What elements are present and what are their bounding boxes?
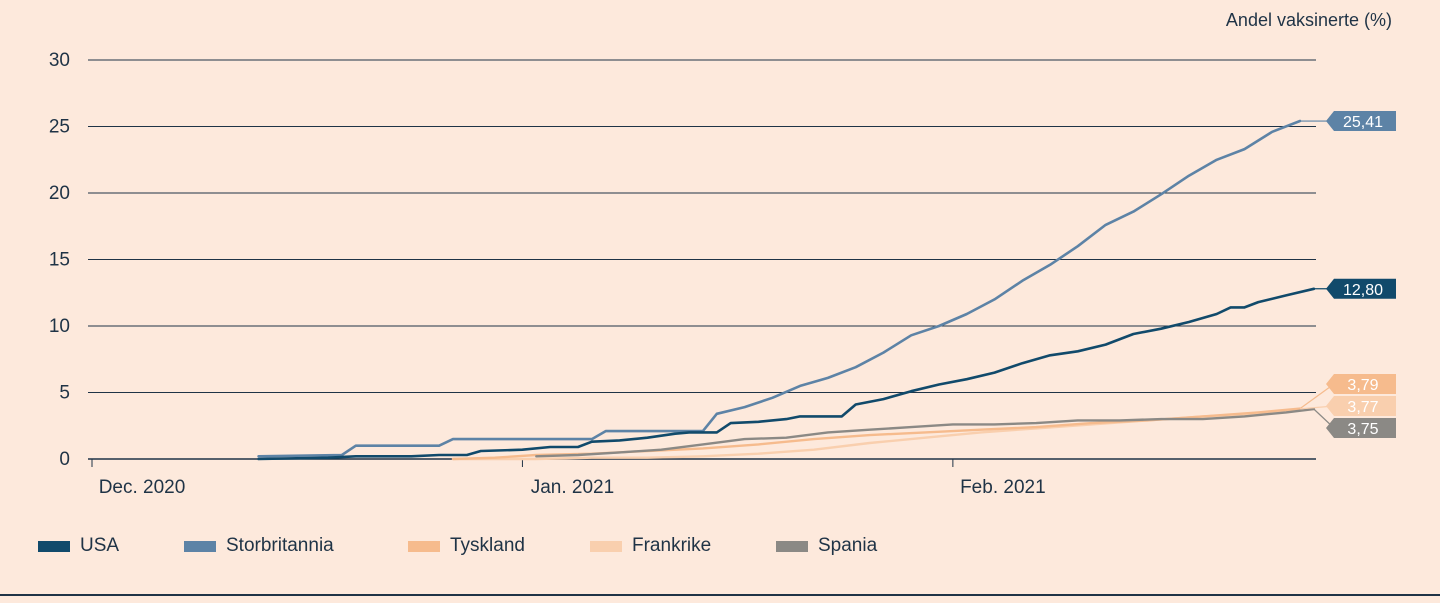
legend-swatch-usa [38,540,70,552]
legend-item-frankrike: Frankrike [590,535,776,557]
legend-label-usa: USA [80,535,120,556]
y-tick-label-5: 5 [59,383,70,404]
legend: USA Storbritannia Tyskland Frankrike Spa… [38,534,896,558]
end-label-tag-frankrike [1326,396,1396,416]
y-tick-label-20: 20 [49,183,70,204]
x-axis-ticks: Dec. 2020 Jan. 2021 Feb. 2021 [91,459,1046,498]
y-tick-label-30: 30 [49,50,70,71]
legend-swatch-spania [776,540,808,552]
series-line-tyskland [451,407,1302,461]
legend-swatch-tyskland [408,540,440,552]
end-label-tag-usa [1326,278,1396,299]
y-axis-ticks: 0 5 10 15 20 25 30 [49,50,70,470]
legend-item-storbritannia: Storbritannia [184,535,408,557]
end-labels: 12,80 25,41 3,79 3,77 3,75 [1299,111,1396,438]
end-label-tag-spania [1326,418,1396,438]
end-label-tag-storbritannia [1326,111,1396,132]
end-label-storbritannia: 25,41 [1343,114,1383,131]
bottom-rule [0,594,1440,596]
series-line-storbritannia [257,119,1302,458]
x-tick-label-feb-2021: Feb. 2021 [960,477,1046,498]
end-label-frankrike: 3,77 [1347,399,1378,416]
legend-label-spania: Spania [818,535,878,556]
y-tick-label-10: 10 [49,316,70,337]
y-tick-label-15: 15 [49,250,70,271]
x-tick-label-dec-2020: Dec. 2020 [99,477,186,498]
end-label-leader-tyskland [1299,383,1335,410]
legend-item-spania: Spania [776,535,896,557]
legend-label-frankrike: Frankrike [632,535,712,556]
end-label-tag-tyskland [1326,374,1396,394]
legend-swatch-storbritannia [184,540,216,552]
gridlines [88,59,1316,460]
x-tick-label-jan-2021: Jan. 2021 [531,477,614,498]
end-label-spania: 3,75 [1347,421,1378,438]
legend-item-tyskland: Tyskland [408,535,590,557]
end-label-tyskland: 3,79 [1347,377,1378,394]
series-line-spania [535,407,1316,458]
end-label-usa: 12,80 [1343,282,1383,299]
legend-item-usa: USA [38,535,184,557]
legend-label-storbritannia: Storbritannia [226,535,334,556]
series-lines [257,119,1316,461]
y-tick-label-25: 25 [49,117,70,138]
legend-swatch-frankrike [590,540,622,552]
y-tick-label-0: 0 [59,449,70,470]
legend-label-tyskland: Tyskland [450,535,525,556]
y-unit-label: Andel vaksinerte (%) [1226,10,1392,30]
series-line-usa [257,287,1316,461]
